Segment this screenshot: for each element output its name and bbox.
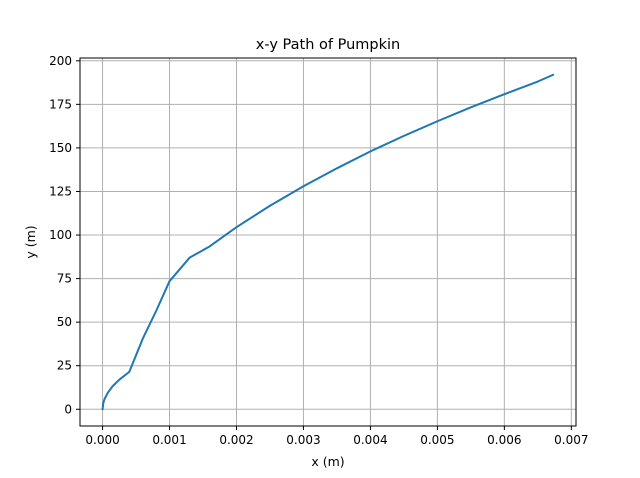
- y-tick-label: 25: [57, 359, 72, 373]
- x-tick-label: 0.002: [219, 433, 253, 447]
- y-axis-label: y (m): [23, 225, 38, 258]
- y-tick-label: 75: [57, 272, 72, 286]
- y-tick-label: 50: [57, 315, 72, 329]
- x-tick-label: 0.006: [487, 433, 521, 447]
- x-tick-label: 0.007: [554, 433, 588, 447]
- series-line-0: [101, 73, 555, 411]
- chart-title: x-y Path of Pumpkin: [256, 37, 400, 53]
- x-tick-label: 0.001: [152, 433, 186, 447]
- x-axis: 0.000 0.001 0.002 0.003 0.004 0.005 0.006 0.007: [85, 426, 588, 447]
- x-tick-label: 0.000: [85, 433, 119, 447]
- y-tick-label: 200: [49, 54, 72, 68]
- plot-frame: [79, 57, 577, 427]
- series-layer: [101, 73, 555, 411]
- x-axis-label: x (m): [311, 454, 344, 469]
- y-tick-label: 125: [49, 184, 72, 198]
- x-tick-label: 0.003: [286, 433, 320, 447]
- y-tick-label: 100: [49, 228, 72, 242]
- y-tick-label: 150: [49, 141, 72, 155]
- y-axis: 0 25 50 75 100 125 150 175 200: [49, 54, 80, 416]
- x-tick-label: 0.005: [420, 433, 454, 447]
- y-tick-label: 0: [64, 402, 72, 416]
- x-tick-label: 0.004: [353, 433, 387, 447]
- grid-lines: [80, 58, 576, 426]
- y-tick-label: 175: [49, 97, 72, 111]
